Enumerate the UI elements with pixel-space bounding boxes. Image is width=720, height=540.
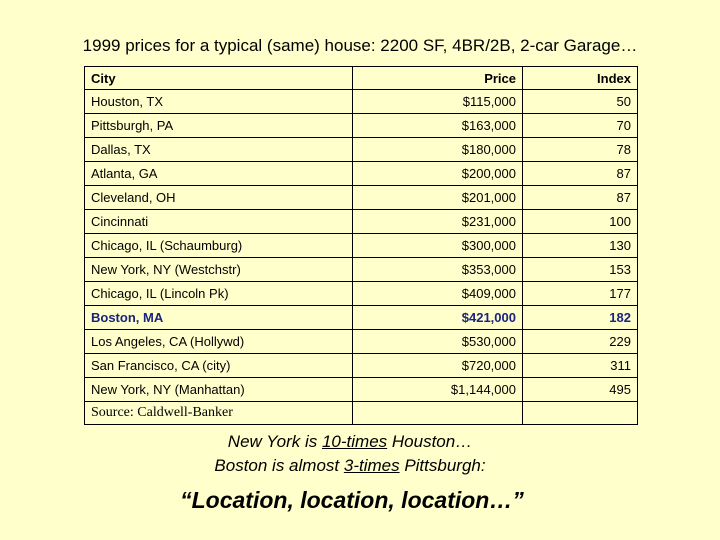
empty-cell xyxy=(522,401,638,425)
source-text: Source: Caldwell-Banker xyxy=(84,401,353,425)
empty-cell xyxy=(352,401,523,425)
city-cell: San Francisco, CA (city) xyxy=(84,353,353,378)
price-cell: $163,000 xyxy=(352,113,523,138)
price-cell: $1,144,000 xyxy=(352,377,523,402)
index-cell: 495 xyxy=(522,377,638,402)
table-row: New York, NY (Manhattan) $1,144,000 495 xyxy=(84,377,638,402)
table-row: Cleveland, OH $201,000 87 xyxy=(84,185,638,210)
note-text: Pittsburgh: xyxy=(399,456,486,475)
city-cell: Boston, MA xyxy=(84,305,353,330)
city-cell: Cleveland, OH xyxy=(84,185,353,210)
price-table: City Price Index Houston, TX $115,000 50… xyxy=(84,66,638,425)
city-cell: Atlanta, GA xyxy=(84,161,353,186)
note-emphasis: 10-times xyxy=(321,432,388,451)
price-cell: $720,000 xyxy=(352,353,523,378)
price-cell: $115,000 xyxy=(352,89,523,114)
note-text: Houston… xyxy=(387,432,473,451)
city-cell: New York, NY (Westchstr) xyxy=(84,257,353,282)
comparison-note-newyork: New York is 10-times Houston… xyxy=(0,432,710,452)
price-cell: $180,000 xyxy=(352,137,523,162)
slide-title: 1999 prices for a typical (same) house: … xyxy=(82,36,638,55)
city-cell: New York, NY (Manhattan) xyxy=(84,377,353,402)
index-cell: 87 xyxy=(522,161,638,186)
table-row: Chicago, IL (Lincoln Pk) $409,000 177 xyxy=(84,281,638,306)
price-cell: $201,000 xyxy=(352,185,523,210)
price-cell: $231,000 xyxy=(352,209,523,234)
header-city: City xyxy=(84,66,353,90)
index-cell: 153 xyxy=(522,257,638,282)
city-cell: Houston, TX xyxy=(84,89,353,114)
index-cell: 177 xyxy=(522,281,638,306)
table-row: Chicago, IL (Schaumburg) $300,000 130 xyxy=(84,233,638,258)
price-cell: $530,000 xyxy=(352,329,523,354)
tagline: “Location, location, location…” xyxy=(180,487,524,513)
city-cell: Chicago, IL (Schaumburg) xyxy=(84,233,353,258)
index-cell: 87 xyxy=(522,185,638,210)
index-cell: 78 xyxy=(522,137,638,162)
table-body: Houston, TX $115,000 50 Pittsburgh, PA $… xyxy=(84,89,638,425)
table-row: Cincinnati $231,000 100 xyxy=(84,209,638,234)
city-cell: Chicago, IL (Lincoln Pk) xyxy=(84,281,353,306)
index-cell: 50 xyxy=(522,89,638,114)
price-cell: $421,000 xyxy=(352,305,523,330)
header-index: Index xyxy=(522,66,638,90)
header-price: Price xyxy=(352,66,523,90)
table-row-highlight: Boston, MA $421,000 182 xyxy=(84,305,638,330)
table-row: New York, NY (Westchstr) $353,000 153 xyxy=(84,257,638,282)
table-row: Dallas, TX $180,000 78 xyxy=(84,137,638,162)
index-cell: 229 xyxy=(522,329,638,354)
index-cell: 182 xyxy=(522,305,638,330)
city-cell: Pittsburgh, PA xyxy=(84,113,353,138)
table-header-row: City Price Index xyxy=(84,66,638,90)
note-emphasis: 3-times xyxy=(343,456,400,475)
table-row: San Francisco, CA (city) $720,000 311 xyxy=(84,353,638,378)
table-row: Pittsburgh, PA $163,000 70 xyxy=(84,113,638,138)
index-cell: 130 xyxy=(522,233,638,258)
city-cell: Los Angeles, CA (Hollywd) xyxy=(84,329,353,354)
note-text: Boston is almost xyxy=(214,456,344,475)
table-row: Los Angeles, CA (Hollywd) $530,000 229 xyxy=(84,329,638,354)
city-cell: Cincinnati xyxy=(84,209,353,234)
index-cell: 70 xyxy=(522,113,638,138)
table-row: Houston, TX $115,000 50 xyxy=(84,89,638,114)
price-cell: $353,000 xyxy=(352,257,523,282)
comparison-note-boston: Boston is almost 3-times Pittsburgh: xyxy=(0,456,710,476)
note-text: New York is xyxy=(227,432,322,451)
city-cell: Dallas, TX xyxy=(84,137,353,162)
price-cell: $300,000 xyxy=(352,233,523,258)
table-row: Atlanta, GA $200,000 87 xyxy=(84,161,638,186)
price-cell: $409,000 xyxy=(352,281,523,306)
index-cell: 100 xyxy=(522,209,638,234)
price-cell: $200,000 xyxy=(352,161,523,186)
index-cell: 311 xyxy=(522,353,638,378)
source-row: Source: Caldwell-Banker xyxy=(84,401,638,425)
